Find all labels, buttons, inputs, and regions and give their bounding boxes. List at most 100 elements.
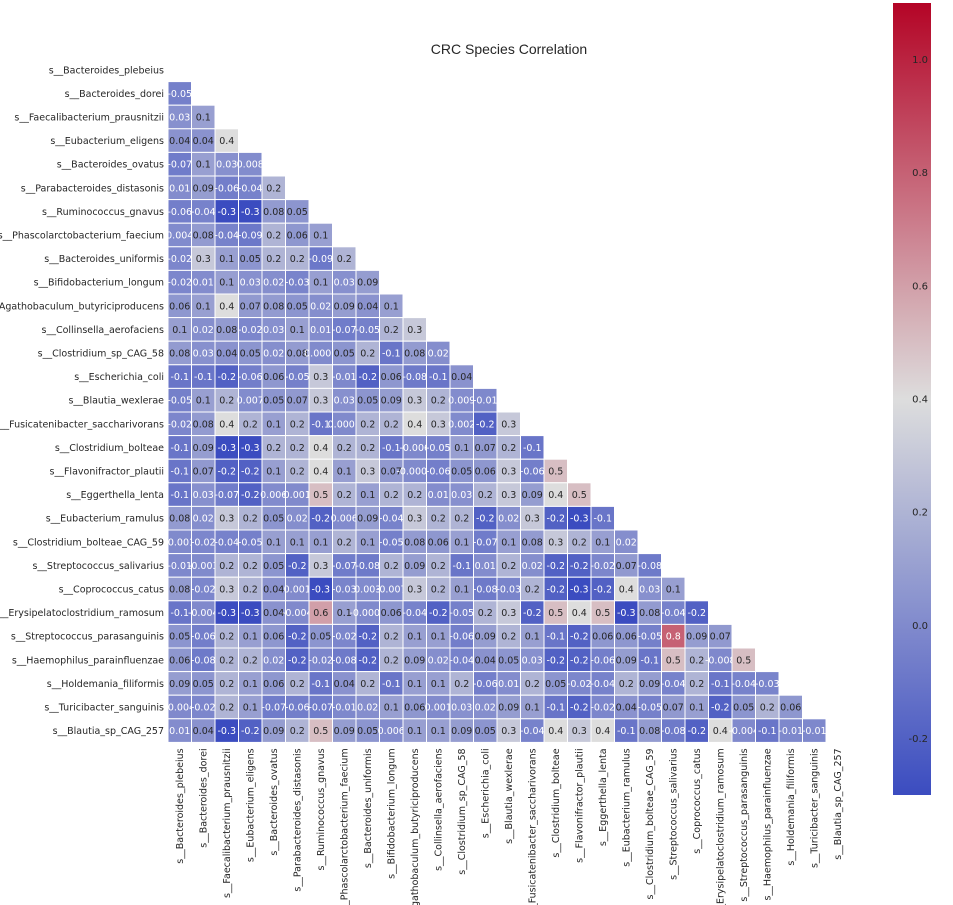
cell-value: -0.3 (217, 608, 236, 619)
cell-value: 0.2 (454, 679, 469, 690)
cell-value: 0.06 (780, 703, 801, 714)
cell-value: -0.1 (546, 632, 565, 643)
cell-value: -0.04 (214, 537, 239, 548)
cell-value: 0.1 (313, 537, 328, 548)
row-label: s__Agathobaculum_butyriciproducens (0, 301, 164, 312)
column-label: s__Ruminococcus_gnavus (316, 748, 327, 870)
cell-value: 0.05 (334, 349, 355, 360)
cell-value: -0.02 (191, 537, 216, 548)
cell-value: 0.04 (216, 349, 237, 360)
colorbar-tick-label: 1.0 (912, 55, 928, 66)
row-label: s__Collinsella_aerofaciens (42, 325, 165, 336)
cell-value: 0.03 (169, 113, 190, 124)
cell-value: 0.3 (407, 325, 422, 336)
cell-value: 0.1 (196, 113, 211, 124)
cell-value: 0.1 (407, 679, 422, 690)
cell-value: -0.02 (332, 632, 357, 643)
cell-value: 0.2 (478, 608, 493, 619)
cell-value: 0.2 (431, 514, 446, 525)
cell-value: 0.05 (263, 514, 284, 525)
cell-value: -0.06 (285, 703, 310, 714)
cell-value: -0.06 (191, 632, 216, 643)
cell-value: -0.004 (164, 703, 195, 714)
row-label: s__Blautia_wexlerae (68, 396, 164, 407)
cell-value: -0.06 (238, 372, 263, 383)
cell-value: 0.02 (428, 655, 449, 666)
cell-value: 0.09 (357, 514, 378, 525)
cell-value: 0.2 (384, 325, 399, 336)
cell-value: 0.5 (548, 608, 563, 619)
cell-value: 0.01 (475, 561, 496, 572)
cell-value: 0.5 (313, 490, 328, 501)
cell-value: -0.0007 (349, 608, 386, 619)
cell-value: -0.2 (687, 608, 706, 619)
cell-value: 0.1 (243, 632, 258, 643)
cell-value: 0.03 (263, 325, 284, 336)
cell-value: 0.08 (169, 585, 190, 596)
cell-value: -0.01 (167, 561, 192, 572)
column-label: s__Phascolarctobacterium_faecium (340, 748, 351, 905)
cell-value: 0.2 (384, 490, 399, 501)
cell-value: 0.07 (240, 301, 261, 312)
cell-value: 0.06 (428, 537, 449, 548)
cell-value: 0.09 (357, 278, 378, 289)
cell-value: 0.09 (686, 632, 707, 643)
cell-value: 0.1 (431, 679, 446, 690)
cell-value: 0.1 (360, 537, 375, 548)
cell-value: -0.04 (731, 679, 756, 690)
cell-value: 0.05 (287, 301, 308, 312)
row-label: s__Parabacteroides_distasonis (21, 183, 164, 194)
heatmap-cells: -0.050.03 0.10.04 0.04 0.4-0.07 0.1 0.03 0.008… (164, 81, 827, 743)
cell-value: 0.3 (501, 608, 516, 619)
cell-value: -0.2 (546, 561, 565, 572)
cell-value: -0.05 (637, 703, 662, 714)
cell-value: -0.08 (637, 561, 662, 572)
cell-value: 0.4 (313, 443, 328, 454)
column-label: s__Turicibacter_sanguinis (810, 748, 821, 868)
cell-value: 0.05 (475, 726, 496, 737)
column-label: s__Clostridium_sp_CAG_58 (457, 748, 468, 874)
cell-value: 0.4 (219, 301, 234, 312)
cell-value: -0.001 (164, 537, 195, 548)
cell-value: 0.3 (407, 514, 422, 525)
cell-value: 0.5 (736, 655, 751, 666)
cell-value: -0.09 (238, 231, 263, 242)
cell-value: 0.09 (639, 679, 660, 690)
cell-value: 0.1 (501, 537, 516, 548)
cell-value: -0.01 (332, 372, 357, 383)
cell-value: 0.09 (522, 490, 543, 501)
cell-value: 0.3 (548, 537, 563, 548)
column-label: s__Coprococcus_catus (692, 748, 703, 853)
cell-value: -0.2 (711, 703, 730, 714)
cell-value: 0.1 (525, 703, 540, 714)
cell-value: 0.4 (548, 490, 563, 501)
cell-value: -0.05 (238, 537, 263, 548)
cell-value: -0.2 (546, 585, 565, 596)
cell-value: 0.04 (263, 585, 284, 596)
cell-value: 0.2 (384, 419, 399, 430)
cell-value: 0.06 (592, 632, 613, 643)
cell-value: -0.1 (311, 679, 330, 690)
cell-value: 0.03 (216, 160, 237, 171)
cell-value: 0.1 (360, 490, 375, 501)
cell-value: 0.1 (689, 703, 704, 714)
cell-value: -0.1 (617, 726, 636, 737)
cell-value: -0.02 (567, 679, 592, 690)
cell-value: 0.1 (454, 537, 469, 548)
column-label: s__Flavonifractor_plautii (575, 748, 586, 862)
cell-value: -0.07 (332, 561, 357, 572)
cell-value: 0.2 (219, 655, 234, 666)
cell-value: 0.07 (475, 443, 496, 454)
cell-value: 0.08 (287, 349, 308, 360)
cell-value: -0.03 (285, 278, 310, 289)
cell-value: 0.02 (287, 514, 308, 525)
cell-value: -0.08 (355, 561, 380, 572)
column-labels: s__Bacteroides_plebeius s__Bacteroides_do… (175, 748, 844, 905)
cell-value: -0.2 (288, 655, 307, 666)
column-label: s__Escherichia_coli (481, 748, 492, 838)
cell-value: 0.2 (360, 443, 375, 454)
cell-value: 0.2 (219, 396, 234, 407)
cell-value: -0.2 (570, 561, 589, 572)
cell-value: 0.03 (451, 490, 472, 501)
cell-value: 0.2 (689, 679, 704, 690)
